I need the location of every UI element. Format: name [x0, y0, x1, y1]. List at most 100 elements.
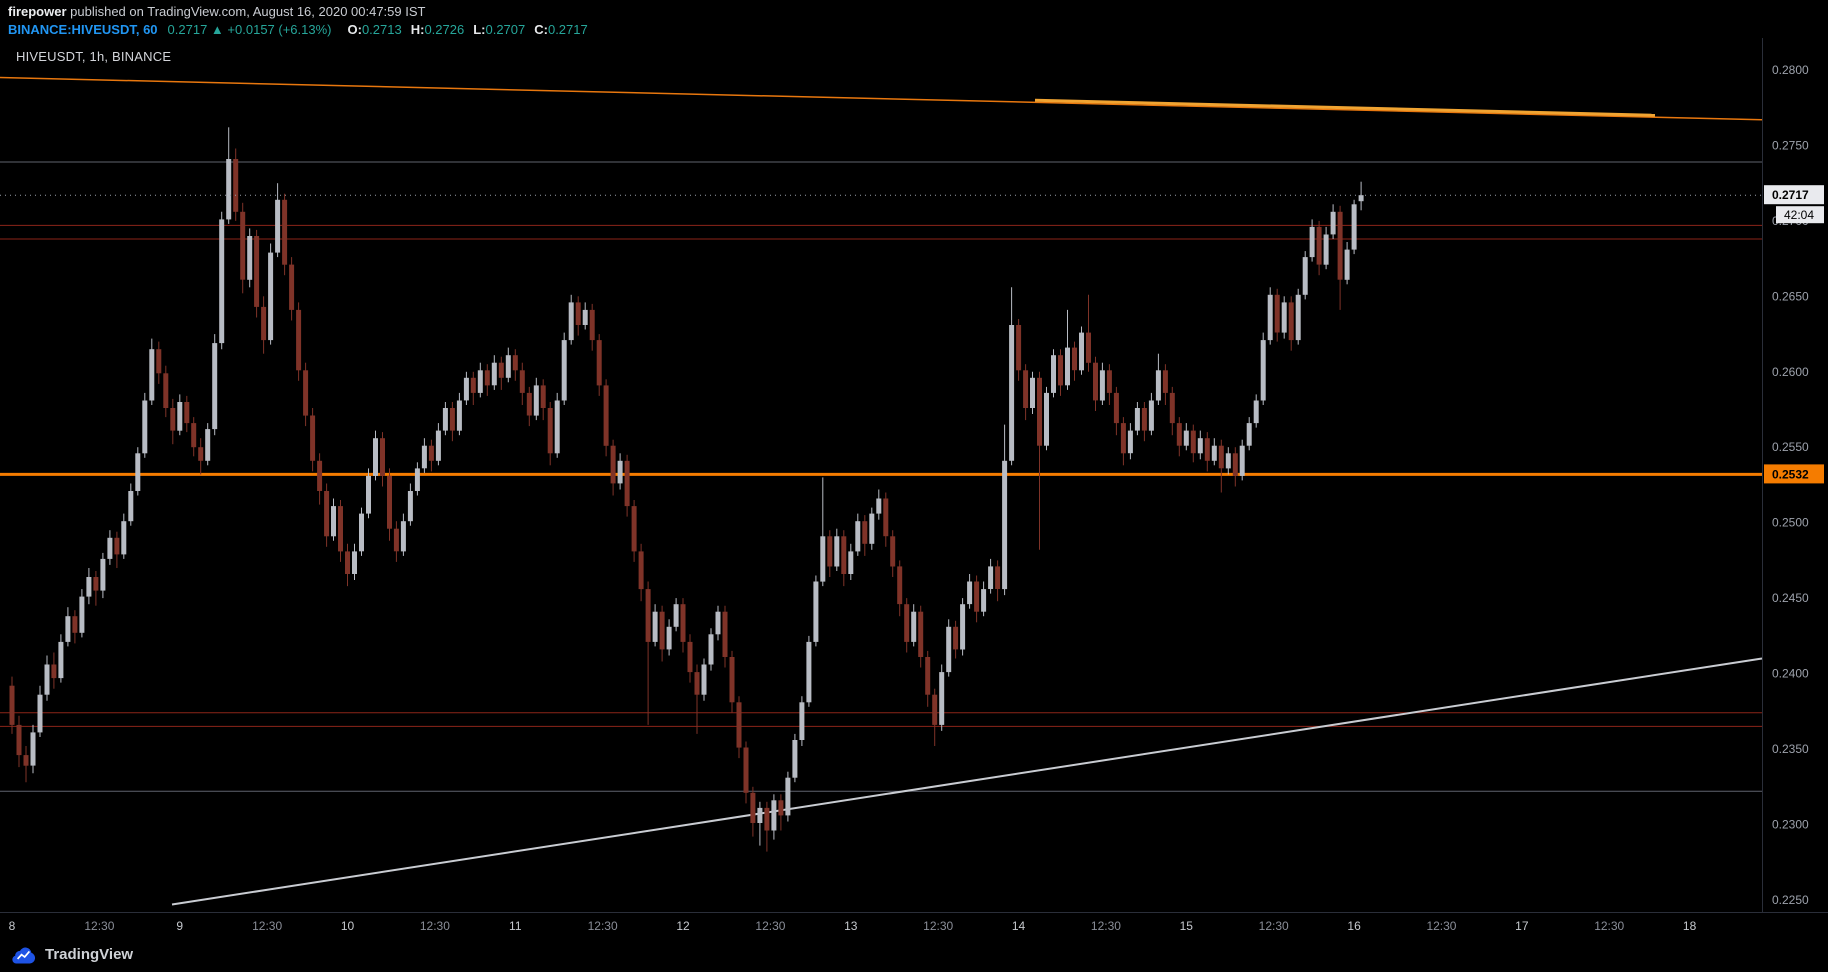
upper-orange-trendline-extension[interactable] [0, 76, 1763, 121]
candle-body [380, 438, 385, 476]
brand-name[interactable]: TradingView [45, 946, 134, 963]
time-axis-label: 12:30 [587, 919, 618, 933]
candle-body [226, 159, 232, 220]
candle-body [275, 199, 281, 253]
candle-body [65, 616, 71, 642]
time-axis[interactable]: 8 12:30 9 12:30 10 12:30 11 12:30 12 12:30 13 12:30… [0, 912, 1828, 938]
candle-body [1267, 294, 1273, 341]
candle-body [526, 392, 532, 416]
candle-body [261, 306, 267, 341]
time-axis-label: 12:30 [923, 919, 954, 933]
candle-body [1239, 445, 1245, 476]
candlestick-chart[interactable]: 0.28000.27500.27000.26500.26000.25500.25… [0, 38, 1828, 912]
candle-body [107, 537, 113, 559]
candle-body [477, 370, 483, 393]
lower-white-trendline[interactable] [171, 657, 1763, 906]
candle-body [624, 460, 630, 507]
candle-body [1030, 377, 1035, 408]
candle-body [44, 664, 50, 695]
candle-body [862, 521, 868, 544]
ohlc-open: O:0.2713 [347, 21, 402, 37]
candle-body [1197, 438, 1203, 454]
candle-body [37, 694, 43, 733]
time-axis-label: 12:30 [755, 919, 786, 933]
candle-body [373, 438, 378, 476]
candle-body [547, 408, 553, 454]
price-tick-label: 0.2550 [1772, 440, 1809, 454]
candle-body [1009, 325, 1015, 461]
candle-body [121, 521, 127, 555]
candle-body [352, 551, 357, 574]
candle-body [303, 370, 309, 416]
author-name: firepower [8, 4, 67, 19]
candle-body [554, 400, 560, 454]
candle-body [1232, 453, 1238, 476]
candle-body [198, 447, 204, 461]
candle-body [170, 408, 176, 431]
candle-body [722, 611, 728, 657]
candle-body [1037, 377, 1042, 446]
candle-body [946, 626, 952, 673]
price-axis[interactable]: 0.28000.27500.27000.26500.26000.25500.25… [1764, 63, 1824, 907]
candle-body [1099, 370, 1105, 401]
candle-body [582, 309, 588, 325]
candle-body [519, 370, 525, 393]
candle-body [785, 777, 791, 816]
candle-body [1016, 325, 1022, 371]
candle-body [184, 402, 190, 424]
chart-area[interactable]: 0.28000.27500.27000.26500.26000.25500.25… [0, 38, 1828, 912]
candle-body [72, 616, 78, 633]
candle-body [449, 408, 455, 431]
candle-body [421, 445, 427, 469]
candle-body [813, 581, 819, 642]
candle-body [666, 626, 672, 650]
candle-body [205, 429, 211, 461]
candle-body [393, 528, 399, 552]
candle-body [1148, 400, 1154, 431]
upper-orange-trendline[interactable] [1034, 98, 1656, 117]
candle-body [694, 672, 700, 695]
candle-body [428, 445, 434, 461]
candle-body [855, 521, 861, 552]
candle-body [1002, 460, 1008, 590]
candle-body [820, 536, 826, 582]
time-axis-label: 12:30 [252, 919, 283, 933]
candle-body [1169, 392, 1175, 424]
time-axis-label: 18 [1682, 919, 1697, 933]
candle-body [827, 536, 833, 567]
candle-body [324, 491, 330, 537]
candle-body [960, 604, 966, 650]
candle-body [219, 219, 225, 344]
time-axis-label: 16 [1347, 919, 1361, 933]
candle-body [1337, 211, 1343, 280]
candle-body [435, 430, 441, 461]
candle-body [442, 408, 448, 431]
candle-body [400, 521, 406, 552]
candle-body [296, 309, 302, 371]
candle-body [1058, 355, 1063, 386]
candle-body [659, 611, 665, 650]
candle-body [708, 634, 714, 665]
candle-body [1051, 355, 1056, 393]
bar-countdown-label [1776, 206, 1824, 224]
candle-body [911, 611, 917, 642]
candle-body [1344, 249, 1350, 280]
publish-info: published on TradingView.com, August 16,… [66, 4, 426, 19]
candle-body [30, 732, 36, 766]
time-axis-label: 10 [340, 919, 355, 933]
price-tick-label: 0.2650 [1772, 289, 1809, 303]
candle-body [456, 400, 462, 431]
price-tick-label: 0.2500 [1772, 516, 1809, 530]
candle-body [1225, 453, 1231, 469]
time-axis-label: 9 [176, 919, 184, 933]
candle-body [505, 355, 511, 378]
candle-body [631, 506, 637, 552]
candle-body [680, 604, 686, 642]
candle-body [387, 475, 392, 529]
bar-countdown-text: 42:04 [1784, 208, 1814, 222]
candle-body [533, 385, 539, 416]
candle-body [1204, 438, 1210, 461]
tradingview-logo[interactable] [10, 944, 37, 966]
chart-legend[interactable]: HIVEUSDT, 1h, BINANCE [16, 49, 172, 64]
time-axis-label: 13 [844, 919, 858, 933]
